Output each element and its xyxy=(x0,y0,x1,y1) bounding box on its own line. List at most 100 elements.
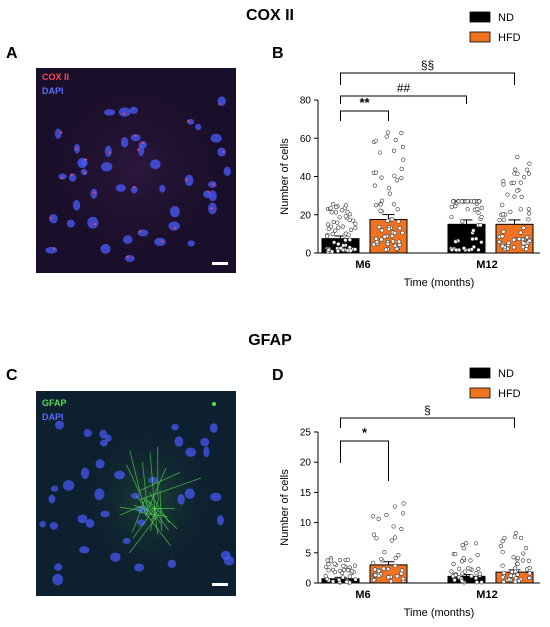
nucleus xyxy=(87,216,99,229)
nucleus xyxy=(216,515,224,526)
nucleus xyxy=(39,520,46,528)
data-point xyxy=(332,561,337,566)
data-point xyxy=(508,209,513,214)
data-point xyxy=(476,210,481,215)
data-point xyxy=(449,204,454,210)
data-point xyxy=(526,207,531,212)
data-point xyxy=(345,568,351,573)
gfap-process xyxy=(126,464,141,495)
nucleus xyxy=(130,134,141,142)
nucleus xyxy=(123,235,133,244)
cox2-signal xyxy=(133,185,136,189)
data-point xyxy=(371,532,376,537)
data-point xyxy=(460,219,465,224)
data-point xyxy=(501,570,507,576)
nucleus xyxy=(130,492,141,499)
data-point xyxy=(527,565,532,571)
significance-bracket xyxy=(340,95,467,104)
x-axis-label: Time (months) xyxy=(404,277,475,289)
significance-bracket xyxy=(340,72,515,85)
data-point xyxy=(326,247,331,252)
data-point xyxy=(371,242,376,247)
y-tick-label: 15 xyxy=(300,488,312,499)
data-point xyxy=(518,180,523,185)
data-point xyxy=(400,144,406,150)
data-point xyxy=(516,578,522,583)
nucleus xyxy=(129,106,138,114)
nucleus xyxy=(217,147,226,157)
data-point xyxy=(505,192,510,197)
data-point xyxy=(324,564,329,570)
nucleus xyxy=(159,184,166,193)
cox2-signal xyxy=(59,131,63,134)
nucleus xyxy=(184,174,194,187)
data-point xyxy=(478,223,483,228)
cox2-signal xyxy=(222,150,225,153)
gfap-process xyxy=(144,497,169,531)
cox2-signal xyxy=(61,176,64,180)
nucleus xyxy=(54,563,63,571)
data-point xyxy=(515,171,520,176)
data-point xyxy=(515,555,521,561)
data-point xyxy=(393,556,398,561)
data-point xyxy=(343,203,349,208)
data-point xyxy=(345,557,350,562)
data-point xyxy=(386,186,392,191)
nucleus xyxy=(66,219,75,228)
data-point xyxy=(515,188,520,193)
data-point xyxy=(393,563,398,568)
data-point xyxy=(341,563,346,569)
cox2-signal xyxy=(185,178,188,181)
data-point xyxy=(501,179,506,184)
data-point xyxy=(452,578,457,583)
cox2-signal xyxy=(75,147,78,151)
data-point xyxy=(337,215,342,220)
data-point xyxy=(379,237,384,242)
data-point xyxy=(347,574,352,579)
data-point xyxy=(343,214,348,219)
data-point xyxy=(471,199,477,204)
data-point xyxy=(512,194,517,199)
data-point xyxy=(379,556,384,562)
section-title-bottom: GFAP xyxy=(248,332,292,349)
data-point xyxy=(341,243,346,248)
nucleus xyxy=(95,459,105,469)
nucleus xyxy=(167,559,177,568)
data-point xyxy=(468,558,473,563)
data-point xyxy=(395,574,400,579)
data-point xyxy=(328,206,333,211)
nucleus xyxy=(154,237,166,247)
data-point xyxy=(388,579,394,584)
data-point xyxy=(329,210,334,215)
data-point xyxy=(382,549,387,555)
data-point xyxy=(475,552,480,558)
nucleus xyxy=(138,140,147,149)
stain-label-gfap: GFAP xyxy=(42,398,67,408)
data-point xyxy=(338,246,343,251)
data-point xyxy=(527,161,532,166)
data-point xyxy=(376,573,382,579)
nucleus xyxy=(134,563,145,572)
data-point xyxy=(524,247,529,252)
data-point xyxy=(500,575,505,580)
data-point xyxy=(497,239,502,245)
data-point xyxy=(500,212,506,217)
legend-label-nd: ND xyxy=(498,368,514,380)
data-point xyxy=(393,535,398,540)
data-point xyxy=(459,559,465,564)
data-point xyxy=(347,237,352,242)
cox2-signal xyxy=(137,148,140,151)
data-point xyxy=(520,245,526,250)
nucleus xyxy=(177,494,185,505)
data-point xyxy=(521,174,527,180)
data-point xyxy=(459,199,464,204)
data-point xyxy=(373,170,379,175)
scale-bar xyxy=(212,262,228,265)
nucleus xyxy=(208,190,217,202)
y-tick-label: 80 xyxy=(300,96,312,107)
legend-label-hfd: HFD xyxy=(498,388,521,400)
data-point xyxy=(508,573,513,578)
data-point xyxy=(374,236,379,241)
gfap-process xyxy=(129,512,161,554)
data-point xyxy=(449,569,454,574)
